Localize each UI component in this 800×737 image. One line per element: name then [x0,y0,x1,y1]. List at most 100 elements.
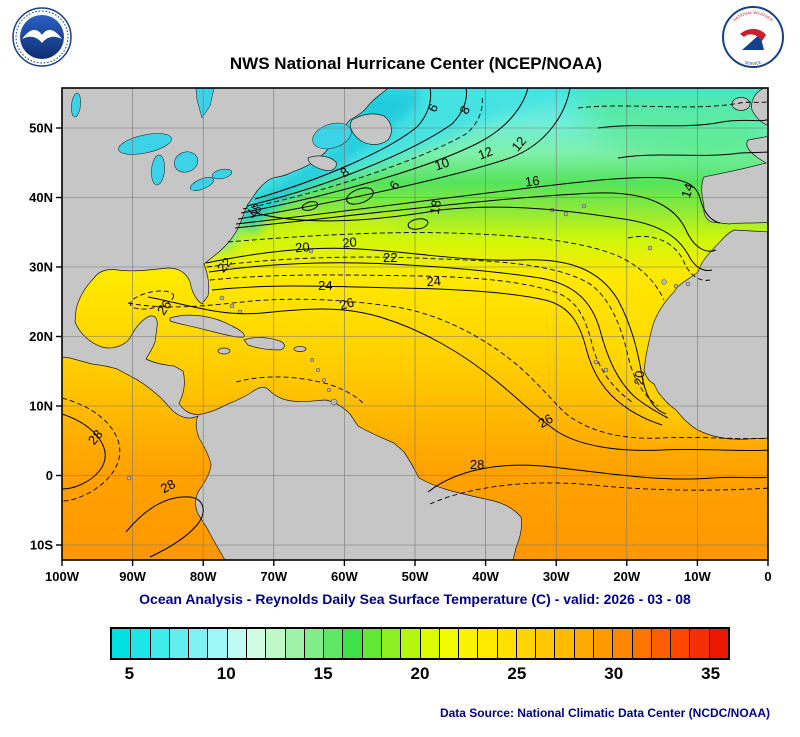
colorbar-tick-label: 30 [604,664,624,683]
lon-tick-label: 10W [684,569,711,584]
graticule [62,88,768,560]
contour-label: 20 [295,239,310,255]
lesser-antilles-island [310,358,315,363]
lon-tick-label: 60W [331,569,358,584]
isotherm-dashed [429,482,768,505]
hispaniola [243,337,285,351]
colorbar-segment [651,629,672,658]
nws-logo: NATIONAL WEATHER SERVICE [722,6,784,68]
colorbar-segment [246,629,267,658]
colorbar [110,627,730,660]
colorbar-segment [613,629,633,658]
data-source: Data Source: National Climatic Data Cent… [439,706,770,720]
lesser-antilles-island [327,388,332,393]
lake-winnipeg [71,92,81,118]
gulf-stream-eddy [346,187,374,205]
lake-erie [190,177,214,191]
azores-island [581,203,587,209]
colorbar-segment [555,629,575,658]
lon-tick-label: 0 [764,569,771,584]
contour-label: 22 [383,250,397,265]
nws-logo-ring [722,6,784,68]
gulf-stream-eddy [407,218,429,230]
colorbar-segment [516,629,537,658]
africa [643,229,768,440]
contour-label: 20 [631,370,647,386]
gulf-stream-eddy [301,201,319,211]
isotherm-26 [147,296,768,452]
england [751,88,768,126]
jamaica [217,347,231,355]
colorbar-segment [478,629,498,658]
isotherm-6 [254,88,432,200]
contour-label: 12 [476,143,495,162]
bahamas-island [229,303,235,309]
gulf-stream-overlay [240,214,420,240]
lon-tick-label: 80W [190,569,217,584]
noaa-logo [12,7,72,67]
lon-tick-label: 100W [45,569,80,584]
axis-ticks [56,127,769,566]
lon-tick-label: 70W [260,569,287,584]
contour-label: 26 [535,411,555,431]
colorbar-segment [227,629,247,658]
colorbar-segment [536,629,556,658]
lesser-antilles-island [316,368,321,373]
lat-tick-label: 0 [46,468,53,483]
colorbar-segment [709,629,728,658]
contour-label: 24 [318,278,332,293]
contour-label: 20 [342,234,358,250]
colorbar-segments [112,629,728,658]
lon-tick-label: 20W [613,569,640,584]
colorbar-segment [420,629,440,658]
isotherm-dashed [235,376,365,405]
colorbar-segment [439,629,460,658]
isotherm-dashed-gulf-loop [129,290,175,310]
lat-tick-label: 40N [29,190,53,205]
noaa-seagull-icon [22,29,62,43]
isotherm-14 [235,176,721,225]
colorbar-segment [381,629,402,658]
isotherm-24 [211,285,663,426]
isotherm-8 [246,88,467,207]
lat-tick-label: 30N [29,260,53,275]
lake-superior [118,133,172,155]
gulf-of-st-lawrence [312,122,352,150]
contour-label: 16 [524,173,540,190]
map-frame [61,87,769,561]
colorbar-segment [285,629,305,658]
isotherm-16 [234,192,717,252]
isotherm-dashed [206,256,659,407]
lon-tick-label: 30W [543,569,570,584]
colorbar-segment [324,629,344,658]
contour-label: 26 [154,297,175,317]
isotherm-ne-wiggle-2 [617,151,768,159]
lon-tick-label: 40W [472,569,499,584]
contour-label: 14 [678,181,697,199]
colorbar-segment [131,629,151,658]
canary-island [685,281,691,287]
page-title: NWS National Hurricane Center (NCEP/NOAA… [229,54,603,73]
lesser-antilles-island [322,378,327,383]
azores-island [563,211,569,217]
colorbar-tick-label: 5 [124,664,135,683]
colorbar-segment [150,629,170,658]
contour-label: 28 [158,476,178,496]
lat-tick-label: 50N [29,121,53,136]
james-bay [195,88,215,119]
isotherm-20 [205,247,667,415]
isotherm-dashed [577,101,768,109]
colorbar-segment [189,629,209,658]
puerto-rico [293,346,307,352]
canary-island [661,279,667,285]
isotherm-dashed [627,236,711,281]
isotherm-18 [251,206,713,271]
lat-tick-label: 10N [29,399,53,414]
colorbar-tick-label: 35 [701,664,721,683]
lat-tick-label: 10S [30,538,53,553]
isotherm-dashed [62,397,121,502]
colorbar-segment [632,629,652,658]
colorbar-tick-label: 20 [410,664,430,683]
